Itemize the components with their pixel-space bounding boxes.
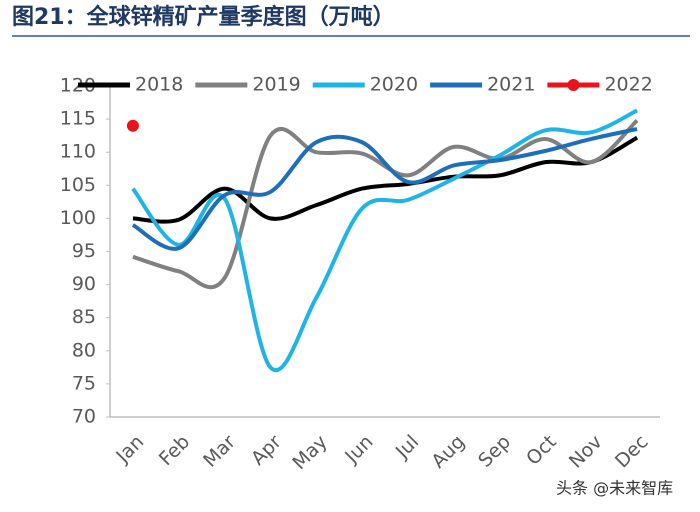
legend-label: 2022 xyxy=(604,74,652,96)
legend-label: 2018 xyxy=(135,74,183,96)
x-tick-label: Jul xyxy=(391,431,423,463)
x-tick-label: Sep xyxy=(474,431,515,472)
x-tick-label: Feb xyxy=(155,431,194,470)
y-tick-label: 105 xyxy=(60,174,96,196)
x-tick-label: Nov xyxy=(565,431,607,473)
series-line xyxy=(131,127,638,251)
series-line xyxy=(132,135,639,224)
legend-label: 2021 xyxy=(487,74,535,96)
series-line xyxy=(131,108,638,373)
y-tick-label: 80 xyxy=(72,339,96,361)
x-tick-label: Apr xyxy=(247,431,286,470)
watermark: 头条 @未来智库 xyxy=(556,479,673,498)
y-tick-label: 85 xyxy=(72,306,96,328)
legend-marker xyxy=(567,79,580,91)
x-tick-label: May xyxy=(288,431,331,474)
chart-title: 图21：全球锌精矿产量季度图（万吨） xyxy=(12,4,395,30)
x-tick-label: Aug xyxy=(427,431,469,473)
y-tick-label: 110 xyxy=(60,141,96,163)
x-tick-label: Jun xyxy=(340,431,377,468)
y-tick-label: 115 xyxy=(60,108,96,130)
series-marker xyxy=(126,119,139,132)
legend-label: 2020 xyxy=(370,74,418,96)
y-tick-label: 100 xyxy=(60,207,96,229)
x-tick-label: Dec xyxy=(611,431,653,473)
x-tick-label: Oct xyxy=(522,431,561,470)
y-tick-label: 90 xyxy=(72,273,96,295)
y-tick-label: 75 xyxy=(72,372,96,394)
y-tick-label: 95 xyxy=(72,240,96,262)
y-tick-label: 120 xyxy=(60,75,96,97)
x-tick-label: Mar xyxy=(199,431,240,472)
series-line xyxy=(132,118,639,290)
x-tick-label: Jan xyxy=(111,431,148,468)
y-tick-label: 70 xyxy=(72,406,96,428)
legend-label: 2019 xyxy=(252,74,300,96)
